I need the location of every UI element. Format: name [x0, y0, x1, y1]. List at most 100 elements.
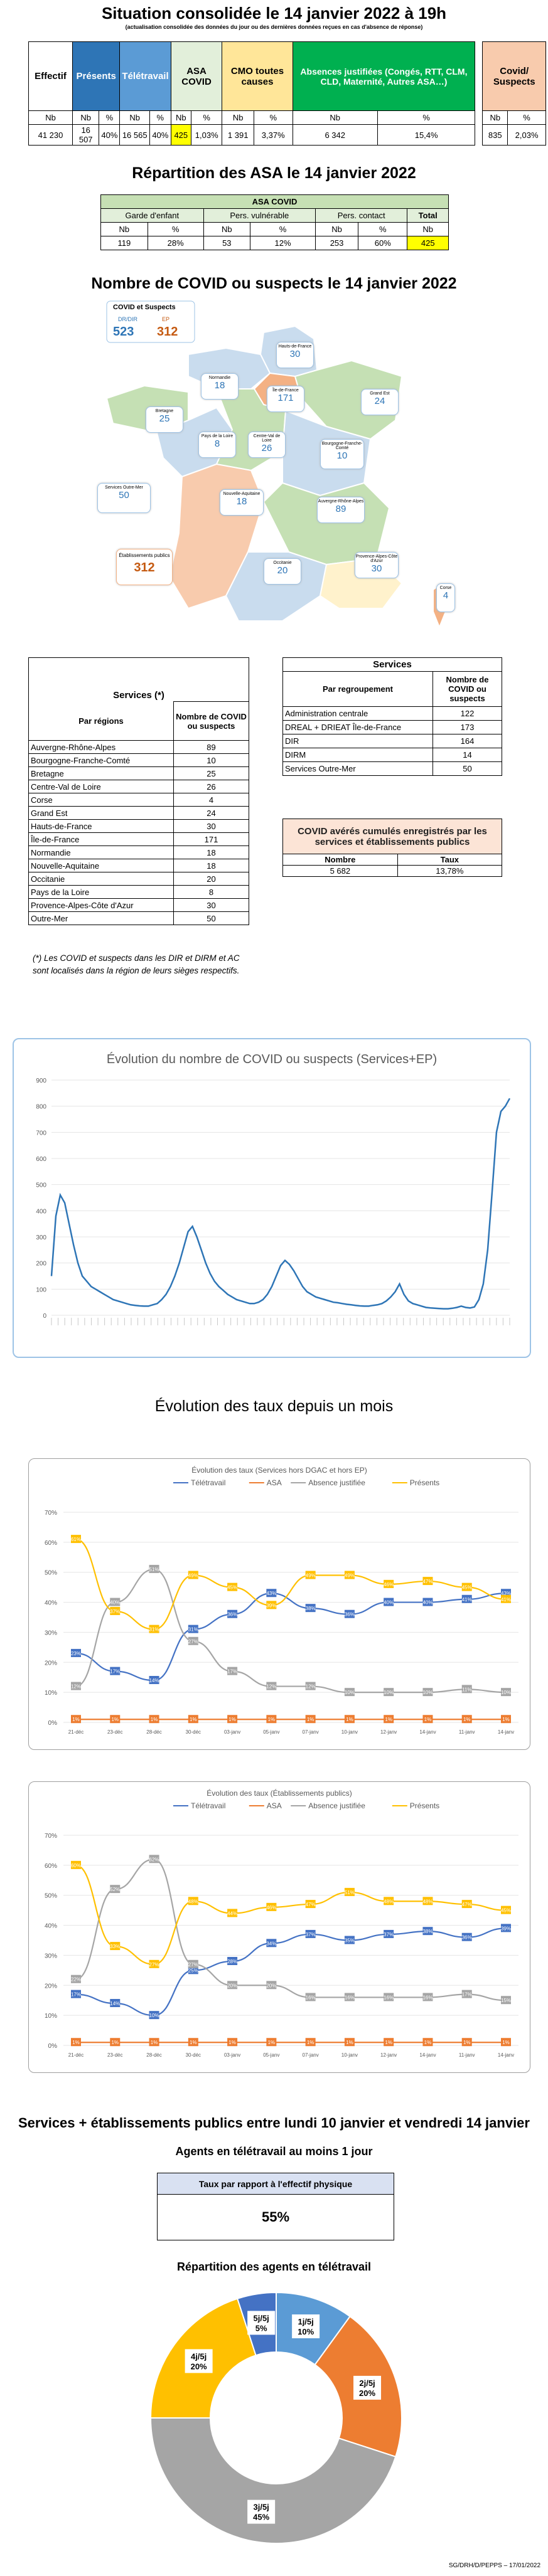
data-label-box	[422, 1598, 433, 1606]
x-tick-label: 21-déc	[68, 1729, 83, 1735]
data-label: 1%	[385, 2040, 392, 2045]
services-regroupement-col2: Nombre de COVID ou suspects	[432, 671, 502, 707]
services-regroupement-row: DIR 164	[282, 734, 502, 748]
y-tick-label: 600	[36, 1156, 46, 1163]
data-label: 37%	[384, 1932, 394, 1937]
legend-label: ASA	[267, 1478, 282, 1487]
page-title: Situation consolidée le 14 janvier 2022 …	[101, 4, 447, 23]
map-card-label: Centre-Val de Loire	[253, 434, 281, 443]
map-card-label: Hauts-de-France	[278, 344, 312, 349]
data-label-box	[344, 1688, 355, 1697]
data-label: 1%	[151, 2040, 158, 2045]
services-regions-cell-value: 30	[173, 898, 249, 912]
pie-title: Répartition des agents en télétravail	[176, 2261, 372, 2273]
data-label-box	[266, 1589, 277, 1598]
data-label: 10%	[149, 2013, 159, 2018]
data-label-box	[384, 1993, 394, 2001]
data-label-box	[188, 2038, 198, 2047]
x-tick-label: 05-janv	[263, 2052, 279, 2058]
sub-10: %	[377, 110, 476, 125]
services-regions-cell-value: 25	[173, 766, 249, 780]
data-label: 1%	[346, 2040, 353, 2045]
map-card-value: 89	[335, 504, 347, 514]
data-label-box	[188, 1959, 198, 1968]
y-tick-label: 100	[36, 1286, 46, 1293]
sub-11: Nb	[482, 110, 508, 125]
tele-rate-box: Taux par rapport à l'effectif physique 5…	[157, 2173, 394, 2240]
data-label-box	[149, 1715, 159, 1724]
data-label: 11%	[462, 1687, 471, 1692]
data-label: 49%	[188, 1573, 198, 1579]
data-label: 36%	[345, 1612, 355, 1618]
data-label: 33%	[110, 1944, 120, 1949]
pie-label-box	[292, 2314, 320, 2338]
asa-val: 119	[100, 236, 148, 250]
data-label-box	[188, 1636, 198, 1645]
services-regions-row: Hauts-de-France 30	[28, 819, 249, 833]
pie-label: 4j/5j	[191, 2351, 207, 2361]
data-label: 17%	[227, 1669, 237, 1675]
data-label: 31%	[188, 1627, 198, 1633]
data-label-box	[71, 1535, 81, 1544]
data-label: 14%	[110, 2001, 120, 2006]
data-label: 10%	[345, 1690, 355, 1695]
data-label-box	[384, 1929, 394, 1938]
tele-rate-box-title: Taux par rapport à l'effectif physique	[158, 2173, 394, 2195]
data-label-box	[227, 1715, 238, 1724]
map-card-bretagne: Bretagne 25	[146, 406, 183, 433]
services-regroupement-cell-value: 50	[432, 761, 502, 776]
legend-label: Présents	[410, 1478, 439, 1487]
services-regions-cell-name: Outre-Mer	[28, 911, 174, 925]
data-label: 25%	[188, 1968, 198, 1973]
y-tick-label: 40%	[45, 1923, 57, 1930]
data-label-box	[266, 2038, 277, 2047]
chart-title: Évolution des taux (Établissements publi…	[207, 1788, 352, 1798]
data-label: 45%	[227, 1585, 237, 1591]
data-label-box	[461, 2038, 472, 2047]
covid-evolution-chart-box: Évolution du nombre de COVID ou suspects…	[13, 1038, 531, 1358]
services-regions-cell-value: 171	[173, 832, 249, 846]
map-card-corse: Corse 4	[436, 583, 455, 612]
data-label-box	[188, 1571, 198, 1579]
data-label-box	[305, 1900, 316, 1909]
map-card-label: Services Outre-Mer	[105, 485, 143, 490]
data-label-box	[266, 1601, 277, 1609]
map-card-bourgogne-franche-comte: Bourgogne-Franche-Comté 10	[320, 439, 364, 469]
data-label: 1%	[228, 2040, 236, 2045]
header-covid: Covid/ Suspects	[482, 41, 546, 111]
map-card-label: Grand Est	[370, 391, 390, 396]
val-7: 1 391	[222, 124, 254, 146]
services-regions-table: Services (*) Par régions Nombre de COVID…	[28, 657, 249, 925]
x-tick-label: 14-janv	[419, 1729, 436, 1735]
y-tick-label: 200	[36, 1261, 46, 1268]
x-tick-label: 23-déc	[107, 1729, 122, 1735]
data-label: 41%	[462, 1597, 472, 1603]
services-regions-cell-value: 50	[173, 911, 249, 925]
services-regroupement-title: Services	[282, 657, 502, 672]
sub-2: %	[99, 110, 121, 125]
asa-val: 28%	[147, 236, 204, 250]
services-regions-cell-value: 8	[173, 885, 249, 899]
data-label-box	[227, 1981, 238, 1990]
map-card-auvergne-rhone-alpes: Auvergne-Rhône-Alpes 89	[317, 497, 365, 523]
data-label-box	[149, 1625, 159, 1633]
data-label-box	[266, 1902, 277, 1911]
data-label-box	[227, 1609, 238, 1618]
map-card-label: Normandie	[208, 376, 231, 380]
y-tick-label: 70%	[45, 1833, 57, 1840]
map-card-grand-est: Grand Est 24	[361, 389, 399, 415]
x-tick-label: 21-déc	[68, 2052, 83, 2058]
header-effectif: Effectif	[28, 41, 73, 111]
data-label: 44%	[227, 1911, 237, 1916]
y-tick-label: 50%	[45, 1570, 57, 1577]
map-card-label: Occitanie	[273, 561, 292, 565]
map-card-ile-de-france: Île-de-France 171	[267, 386, 304, 412]
header-presents: Présents	[72, 41, 121, 111]
services-regroupement-row: Services Outre-Mer 50	[282, 761, 502, 776]
asa-val: 253	[314, 236, 359, 250]
data-label: 46%	[266, 1905, 276, 1911]
map-card-pays-de-la-loire: Pays de la Loire 8	[198, 432, 236, 458]
header-asa: ASA COVID	[170, 41, 223, 111]
map-card-label: Nouvelle-Aquitaine	[223, 492, 261, 496]
